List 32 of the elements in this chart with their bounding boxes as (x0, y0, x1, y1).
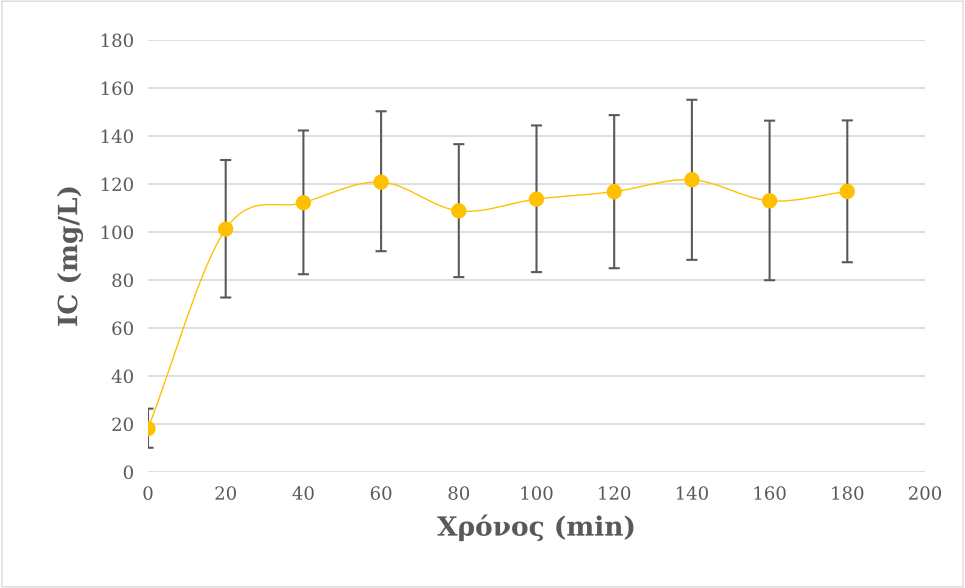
x-tick-label: 120 (599, 486, 630, 500)
x-tick-label: 200 (908, 486, 942, 500)
x-tick-label: 140 (676, 486, 708, 500)
point (606, 184, 622, 200)
point (296, 195, 312, 210)
point (373, 174, 389, 190)
x-tick-label: 40 (292, 486, 314, 500)
y-tick-label: 160 (102, 81, 133, 96)
y-tick-label: 60 (112, 321, 133, 336)
y-tick-label: 0 (124, 465, 133, 480)
x-tick-label: 20 (215, 486, 236, 500)
point (218, 221, 234, 237)
point (762, 193, 778, 208)
y-tick-label: 40 (112, 369, 133, 384)
y-tick-label: 20 (112, 417, 133, 432)
y-tick-label: 120 (102, 177, 133, 192)
x-tick-label: 180 (832, 486, 864, 500)
y-tick-label: 80 (112, 273, 133, 288)
y-tick-label: 100 (102, 225, 133, 240)
point (684, 172, 700, 188)
x-tick-label: 160 (754, 486, 786, 500)
x-tick-label: 60 (370, 486, 392, 500)
point (528, 191, 544, 207)
x-axis-title: Χρόνος (min) (437, 514, 634, 542)
x-tick-label: 100 (521, 486, 553, 500)
y-tick-label: 140 (102, 129, 133, 144)
y-axis-title: IC (mg/L) (57, 187, 83, 326)
point (840, 184, 855, 200)
point (451, 203, 466, 219)
x-tick-label: 80 (448, 486, 470, 500)
x-tick-label: 0 (143, 486, 153, 500)
y-tick-label: 180 (102, 33, 133, 48)
